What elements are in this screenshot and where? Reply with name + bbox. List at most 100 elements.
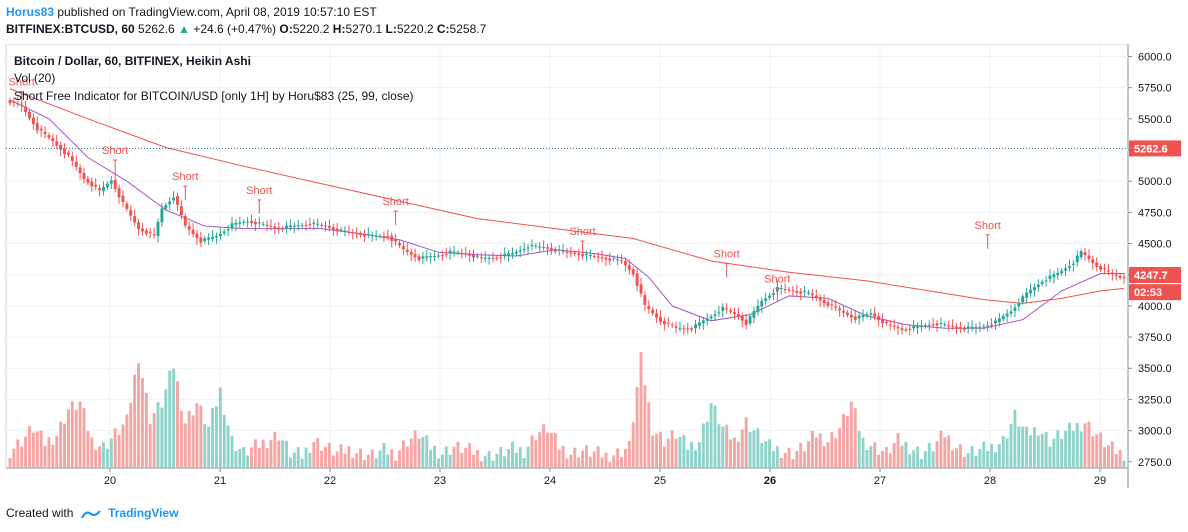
candle-body: [713, 314, 717, 316]
candle-body: [569, 252, 573, 254]
volume-bar: [514, 452, 518, 468]
volume-bar: [238, 448, 242, 468]
volume-bar: [320, 450, 324, 468]
candle-body: [433, 256, 437, 257]
candle-body: [561, 250, 565, 252]
volume-bar: [327, 442, 331, 468]
volume-bar: [997, 444, 1001, 468]
short-signal-label: Short: [9, 76, 35, 88]
volume-bar: [1068, 422, 1071, 468]
x-tick-label: 25: [654, 475, 666, 487]
candle-body: [845, 312, 849, 316]
volume-bar: [822, 445, 826, 468]
candle-body: [795, 290, 799, 293]
volume-bar: [939, 431, 943, 468]
volume-bar: [343, 453, 347, 468]
volume-bar: [324, 446, 327, 468]
volume-bar: [830, 431, 834, 468]
candle-body: [487, 257, 491, 259]
author-name[interactable]: Horus83: [6, 5, 55, 19]
candle-body: [826, 302, 830, 306]
volume-bar: [382, 443, 386, 468]
volume-bar: [269, 439, 273, 468]
volume-bar: [296, 447, 300, 468]
volume-bar: [63, 423, 66, 468]
candle-body: [1048, 275, 1052, 280]
volume-bar: [475, 450, 479, 468]
volume-bar: [1060, 438, 1064, 468]
candle-body: [799, 291, 803, 294]
candle-body: [156, 221, 160, 237]
volume-bar: [1025, 426, 1029, 468]
volume-bar: [709, 403, 713, 468]
candle-body: [335, 228, 339, 232]
candle-body: [503, 253, 507, 257]
short-signal-label: Short: [975, 220, 1001, 232]
volume-bar: [168, 370, 172, 468]
volume-bar: [530, 435, 534, 468]
volume-bar: [736, 441, 740, 468]
candle-body: [966, 326, 970, 329]
x-tick-label: 26: [764, 475, 776, 487]
volume-bar: [810, 431, 814, 468]
tradingview-brand[interactable]: TradingView: [108, 506, 179, 520]
volume-bar: [639, 352, 643, 468]
volume-bar: [713, 405, 717, 468]
candle-body: [627, 265, 631, 270]
volume-bar: [316, 438, 320, 468]
volume-bar: [187, 411, 191, 468]
volume-bar: [768, 439, 772, 468]
volume-bar: [705, 421, 709, 468]
candle-body: [66, 152, 70, 155]
candle-body: [172, 197, 176, 201]
candle-body: [810, 293, 814, 296]
volume-bar: [98, 446, 102, 468]
candle-body: [1103, 268, 1106, 270]
y-tick-label: 3250.0: [1138, 394, 1172, 406]
volume-bar: [160, 407, 164, 468]
volume-bar: [409, 438, 413, 468]
volume-bar: [1001, 436, 1005, 468]
volume-bar: [74, 409, 78, 468]
volume-bar: [717, 424, 721, 468]
volume-bar: [612, 455, 616, 468]
candle-body: [285, 225, 289, 228]
candle-body: [63, 148, 66, 154]
candle-body: [830, 304, 834, 306]
volume-bar: [627, 440, 631, 468]
candle-body: [923, 325, 927, 327]
candle-body: [1013, 307, 1017, 311]
candle-body: [861, 314, 865, 318]
volume-bar: [499, 447, 503, 468]
volume-bar: [172, 368, 176, 468]
volume-bar: [799, 442, 803, 468]
chart-canvas[interactable]: 6000.05750.05500.05250.05000.04750.04500…: [0, 44, 1188, 494]
volume-bar: [20, 446, 24, 468]
volume-bar: [927, 442, 931, 468]
candle-body: [491, 257, 495, 259]
volume-bar: [740, 429, 744, 468]
candle-body: [288, 225, 292, 228]
volume-bar: [90, 437, 94, 468]
volume-bar: [1036, 435, 1040, 468]
candle-body: [787, 289, 791, 291]
candle-body: [511, 253, 514, 255]
candle-body: [588, 255, 592, 257]
volume-bar: [43, 446, 47, 468]
candle-body: [144, 230, 148, 234]
low-label: L:: [385, 22, 397, 36]
volume-bar: [729, 439, 733, 468]
candle-body: [592, 256, 596, 257]
volume-bar: [725, 424, 729, 468]
candle-body: [218, 233, 222, 237]
candle-body: [631, 269, 635, 275]
candle-body: [152, 234, 156, 236]
candle-body: [214, 236, 218, 238]
volume-bar: [359, 448, 363, 468]
volume-bar: [662, 446, 666, 468]
candle-body: [565, 251, 569, 253]
candle-body: [919, 325, 923, 328]
candle-body: [912, 326, 916, 329]
candle-body: [1017, 303, 1021, 307]
volume-bar: [775, 446, 779, 468]
